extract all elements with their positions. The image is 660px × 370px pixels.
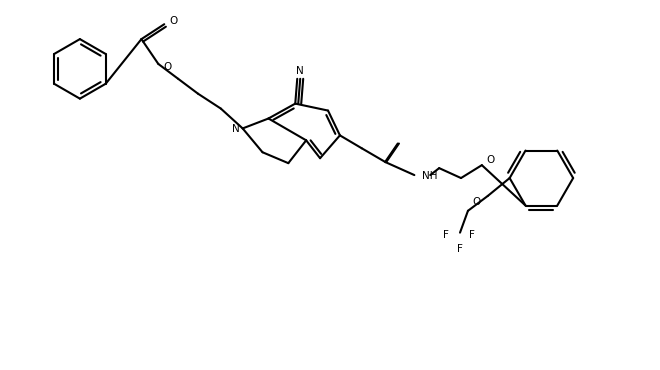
Text: N: N	[296, 66, 304, 76]
Text: F: F	[443, 230, 449, 240]
Text: O: O	[487, 155, 495, 165]
Text: O: O	[163, 62, 172, 72]
Text: N: N	[232, 124, 240, 134]
Text: O: O	[473, 197, 481, 207]
Text: O: O	[169, 16, 178, 26]
Text: F: F	[469, 230, 475, 240]
Polygon shape	[385, 143, 399, 162]
Text: NH: NH	[422, 171, 438, 181]
Text: F: F	[457, 243, 463, 253]
